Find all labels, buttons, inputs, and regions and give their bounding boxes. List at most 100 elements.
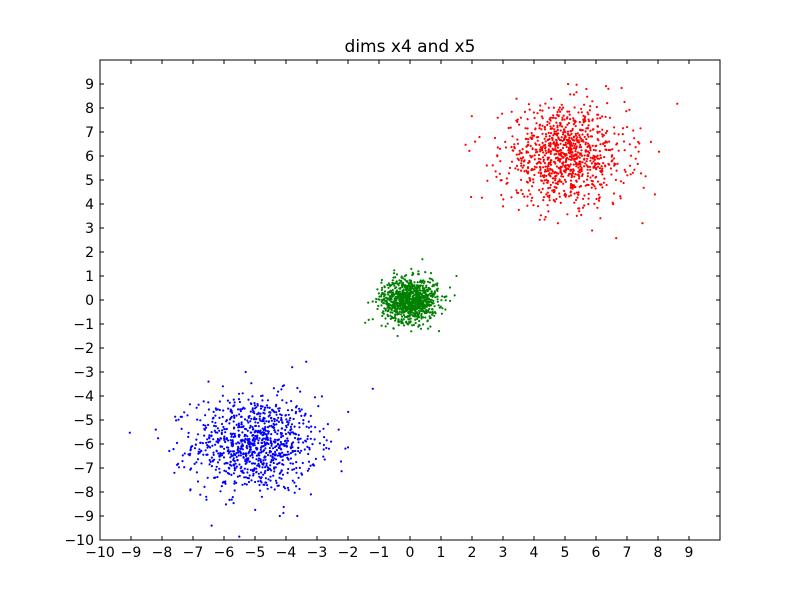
- data-point: [385, 296, 388, 300]
- data-point: [596, 117, 599, 120]
- data-point: [381, 314, 384, 317]
- data-point: [411, 311, 414, 314]
- data-point: [581, 206, 585, 209]
- data-point: [547, 169, 550, 172]
- data-point: [587, 154, 590, 158]
- data-point: [396, 303, 399, 306]
- data-point: [574, 173, 577, 176]
- data-point: [440, 299, 443, 302]
- data-point: [561, 156, 565, 159]
- data-point: [204, 424, 207, 427]
- data-point: [380, 295, 383, 298]
- data-point: [290, 423, 294, 426]
- data-point: [264, 466, 267, 469]
- data-point: [207, 441, 210, 444]
- data-point: [199, 493, 202, 496]
- data-point: [572, 93, 576, 96]
- data-point: [554, 145, 557, 148]
- data-point: [256, 421, 260, 424]
- y-tick-label: 1: [85, 269, 94, 285]
- data-point: [581, 123, 584, 127]
- data-point: [543, 179, 546, 182]
- data-point: [222, 456, 226, 459]
- data-point: [597, 199, 601, 202]
- data-point: [202, 453, 205, 456]
- data-point: [545, 174, 548, 178]
- data-point: [210, 456, 213, 459]
- y-tick-label: 4: [85, 197, 94, 213]
- data-point: [486, 179, 489, 182]
- data-point: [623, 149, 626, 152]
- data-point: [549, 145, 552, 148]
- data-point: [414, 307, 417, 310]
- data-point: [534, 127, 537, 130]
- data-point: [364, 321, 367, 324]
- data-point: [231, 440, 234, 443]
- data-point: [558, 149, 561, 152]
- data-point: [406, 300, 409, 303]
- data-point: [280, 418, 283, 422]
- data-point: [251, 434, 254, 437]
- data-point: [243, 482, 246, 485]
- data-point: [287, 421, 290, 424]
- data-point: [541, 124, 544, 127]
- data-point: [339, 460, 343, 463]
- data-point: [587, 118, 590, 121]
- data-point: [511, 135, 514, 138]
- data-point: [325, 439, 328, 442]
- data-point: [400, 318, 403, 321]
- data-point: [429, 272, 433, 275]
- data-point: [583, 194, 586, 197]
- data-point: [533, 173, 536, 177]
- data-point: [384, 300, 387, 303]
- data-point: [410, 309, 414, 312]
- data-point: [434, 283, 437, 286]
- data-point: [577, 139, 580, 142]
- data-point: [542, 160, 545, 163]
- data-point: [219, 445, 222, 448]
- data-point: [557, 114, 561, 117]
- data-point: [222, 425, 225, 429]
- x-tick-label: −1: [369, 545, 390, 561]
- data-point: [181, 460, 184, 463]
- data-point: [273, 457, 276, 460]
- data-point: [294, 449, 297, 453]
- data-point: [293, 481, 296, 484]
- data-point: [221, 415, 224, 418]
- data-point: [607, 148, 610, 152]
- data-point: [554, 133, 557, 136]
- data-point: [289, 452, 292, 455]
- data-point: [285, 401, 288, 404]
- data-point: [428, 315, 431, 318]
- data-point: [578, 210, 581, 213]
- data-point: [638, 142, 641, 145]
- data-point: [215, 465, 218, 468]
- data-point: [271, 452, 274, 456]
- data-point: [391, 288, 394, 292]
- data-point: [249, 448, 252, 451]
- data-point: [544, 149, 547, 152]
- data-point: [371, 387, 374, 390]
- data-point: [393, 284, 396, 287]
- data-point: [419, 300, 423, 303]
- data-point: [232, 502, 235, 505]
- data-point: [204, 414, 207, 417]
- data-point: [539, 175, 542, 178]
- data-point: [318, 430, 321, 433]
- data-point: [609, 167, 613, 170]
- data-point: [587, 124, 590, 127]
- data-point: [398, 310, 401, 313]
- data-point: [188, 403, 191, 406]
- data-point: [564, 143, 567, 146]
- data-point: [254, 508, 257, 511]
- data-point: [510, 160, 514, 163]
- data-point: [410, 330, 413, 333]
- data-point: [453, 294, 456, 297]
- data-point: [271, 456, 274, 459]
- data-point: [581, 138, 584, 142]
- data-point: [264, 481, 267, 484]
- data-point: [241, 431, 244, 434]
- data-point: [273, 420, 276, 423]
- data-point: [526, 204, 529, 207]
- data-point: [277, 420, 280, 423]
